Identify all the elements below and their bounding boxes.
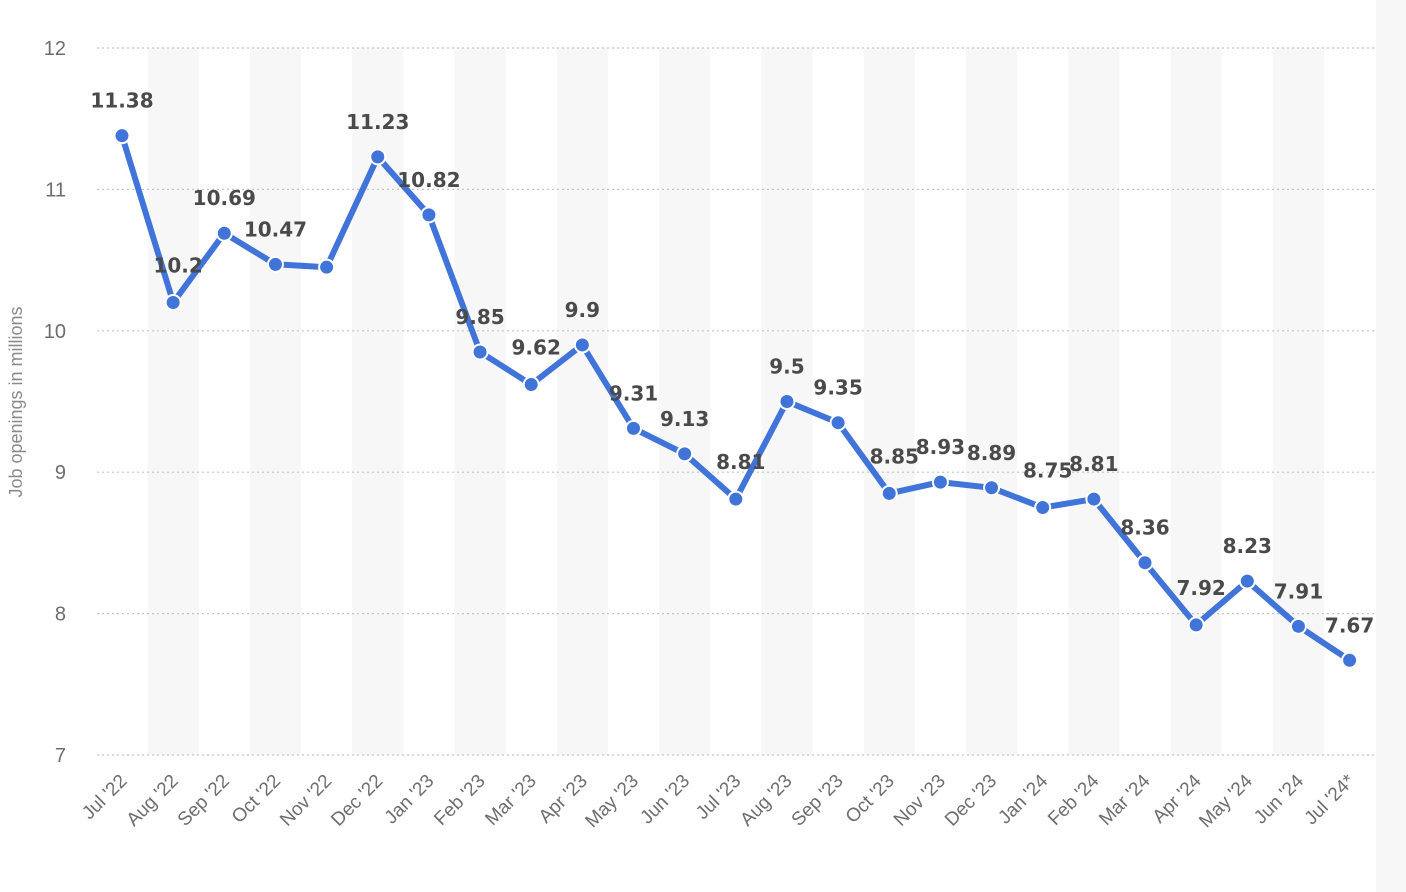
data-point[interactable] [1187, 616, 1205, 634]
column-band [863, 48, 915, 755]
data-label: 9.85 [455, 305, 504, 329]
y-tick-label: 9 [55, 462, 66, 484]
data-label: 9.35 [813, 376, 862, 400]
data-label: 7.91 [1274, 579, 1323, 603]
data-point[interactable] [1085, 490, 1103, 508]
data-label: 9.5 [769, 355, 804, 379]
data-point[interactable] [1136, 554, 1154, 572]
line-chart: 7 8 9 10 11 12 Job openings in millions 11.38… [6, 38, 1376, 832]
data-label: 8.93 [916, 435, 965, 459]
data-point[interactable] [1238, 572, 1256, 590]
column-band [1272, 48, 1325, 755]
column-band [965, 48, 1018, 755]
x-tick-label: Feb '24 [1044, 770, 1104, 830]
data-label: 10.82 [397, 168, 460, 192]
data-label: 8.85 [870, 444, 919, 468]
data-point[interactable] [1034, 499, 1052, 517]
data-label: 7.67 [1325, 613, 1374, 637]
data-point[interactable] [420, 206, 438, 224]
column-band [352, 48, 404, 755]
data-point[interactable] [880, 484, 898, 502]
x-tick-label: Mar '23 [482, 771, 541, 830]
y-tick-label: 10 [44, 321, 66, 343]
data-label: 9.62 [512, 336, 561, 360]
data-point[interactable] [573, 336, 591, 354]
data-point[interactable] [215, 224, 233, 242]
data-point[interactable] [1289, 617, 1307, 635]
data-point[interactable] [318, 258, 336, 276]
right-scroll-edge [1376, 0, 1406, 892]
data-point[interactable] [625, 419, 642, 437]
data-point[interactable] [369, 148, 387, 166]
data-point[interactable] [931, 473, 949, 491]
x-tick-label: Jan '23 [381, 771, 439, 829]
y-tick-label: 8 [55, 604, 66, 626]
data-label: 11.38 [90, 89, 153, 113]
x-tick-label: Oct '22 [228, 771, 285, 828]
data-label: 9.31 [609, 381, 658, 405]
x-tick-label: May '24 [1195, 770, 1257, 832]
data-point[interactable] [1341, 651, 1359, 669]
data-point[interactable] [983, 479, 1001, 497]
data-label: 9.13 [660, 407, 709, 431]
gridlines [97, 47, 1376, 756]
data-label: 8.89 [967, 441, 1016, 465]
y-tick-label: 7 [55, 745, 66, 767]
data-label: 10.2 [153, 254, 202, 278]
x-tick-label: Sep '22 [174, 771, 234, 831]
column-band [659, 48, 711, 755]
series-line [119, 132, 1353, 664]
x-tick-label: Aug '23 [736, 771, 796, 831]
x-tick-label: Sep '23 [788, 771, 848, 831]
data-points [113, 127, 1359, 669]
x-tick-label: Dec '22 [327, 771, 387, 831]
data-point[interactable] [522, 376, 540, 394]
x-tick-label: Feb '23 [430, 771, 489, 830]
x-tick-label: Dec '23 [941, 771, 1001, 831]
data-label: 8.75 [1023, 459, 1072, 483]
x-tick-label: Jun '23 [636, 771, 694, 829]
data-point[interactable] [676, 445, 694, 463]
data-label: 11.23 [346, 110, 409, 134]
data-label: 7.92 [1176, 576, 1225, 600]
data-labels: 11.38 10.2 10.69 10.47 11.23 10.82 9.85 9.629.9… [90, 89, 1374, 638]
data-point[interactable] [778, 393, 796, 410]
x-tick-label: Mar '24 [1095, 770, 1155, 830]
x-tick-label: Jul '24* [1301, 770, 1360, 829]
column-band [454, 48, 506, 755]
data-point[interactable] [113, 127, 131, 145]
column-bands [147, 48, 1325, 755]
data-label: 8.36 [1120, 516, 1169, 540]
data-point[interactable] [164, 294, 182, 312]
y-axis-label: Job openings in millions [6, 306, 26, 497]
x-tick-label: Jan '24 [994, 770, 1052, 828]
column-band [1068, 48, 1120, 755]
x-tick-label: Aug '22 [123, 771, 183, 831]
column-band [147, 48, 199, 755]
data-label: 8.23 [1223, 534, 1272, 558]
y-tick-label: 12 [44, 38, 66, 60]
data-label: 8.81 [716, 450, 765, 474]
x-tick-label: Oct '23 [842, 771, 899, 828]
data-point[interactable] [266, 255, 284, 273]
data-label: 10.47 [244, 217, 307, 241]
column-band [249, 48, 302, 755]
data-point[interactable] [471, 343, 489, 361]
x-tick-label: Nov '22 [276, 771, 336, 831]
data-label: 8.81 [1069, 452, 1118, 476]
x-tick-label: Jun '24 [1250, 770, 1308, 828]
x-tick-label: Nov '23 [890, 771, 950, 831]
series-path [119, 132, 1353, 664]
data-point[interactable] [829, 414, 847, 432]
y-axis-ticks: 7 8 9 10 11 12 [44, 38, 66, 767]
x-tick-label: May '23 [582, 771, 643, 832]
data-label: 9.9 [565, 298, 600, 322]
data-label: 10.69 [193, 186, 256, 210]
column-band [1170, 48, 1222, 755]
column-band [556, 48, 608, 755]
y-tick-label: 11 [45, 179, 66, 201]
data-point[interactable] [727, 490, 745, 508]
